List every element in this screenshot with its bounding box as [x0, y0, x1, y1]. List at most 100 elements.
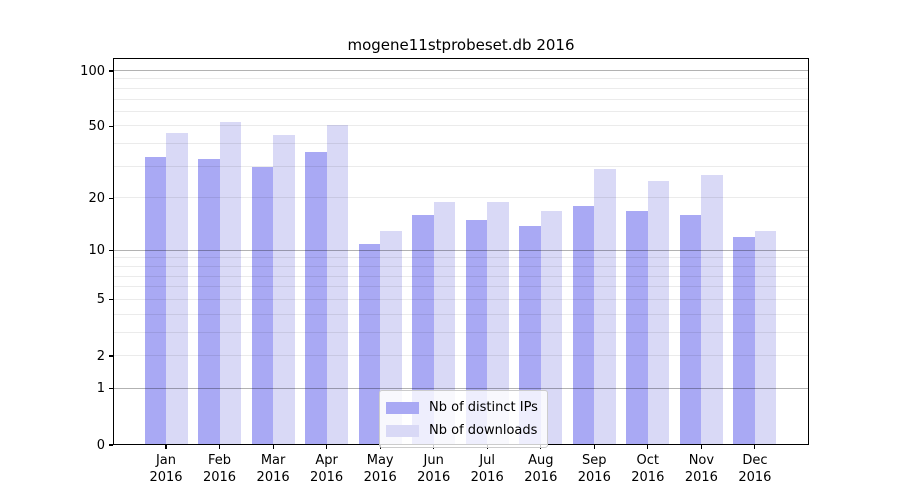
x-tick-year: 2016 [577, 470, 611, 485]
bar-ips-oct [626, 210, 648, 445]
y-tick-mark [109, 299, 113, 301]
x-tick-month: Nov [688, 453, 715, 468]
y-tick-label: 50 [88, 118, 105, 134]
minor-gridline [113, 125, 809, 127]
x-tick-month: Oct [636, 453, 660, 468]
x-tick-month: Jan [155, 453, 177, 468]
bar-ips-may [358, 243, 381, 445]
minor-gridline [113, 98, 809, 100]
x-tick-year: 2016 [684, 470, 718, 485]
y-tick-label: 2 [96, 348, 105, 364]
x-tick-mark [647, 445, 649, 449]
minor-gridline [113, 355, 809, 356]
bar-ips-feb [198, 159, 220, 445]
y-tick-mark [109, 70, 113, 72]
bar-downloads-aug [540, 210, 563, 445]
x-tick-month: May [366, 453, 394, 468]
bar-ips-jun [412, 215, 434, 445]
x-tick-mark [165, 445, 167, 449]
x-tick-mark [326, 445, 328, 449]
x-tick-label-may: May 2016 [350, 452, 410, 486]
x-tick-mark [700, 445, 702, 449]
bar-downloads-feb [219, 121, 242, 445]
legend-label-downloads: Nb of downloads [429, 423, 538, 438]
minor-gridline [113, 257, 809, 259]
minor-gridline [113, 313, 809, 315]
minor-gridline [113, 298, 809, 300]
x-tick-month: Apr [315, 453, 338, 468]
grid-layer [113, 58, 809, 445]
x-tick-label-sep: Sep 2016 [564, 452, 624, 486]
bar-downloads-dec [754, 231, 777, 445]
minor-gridline [113, 143, 809, 145]
x-tick-mark [593, 445, 595, 449]
x-tick-month: Sep [582, 453, 607, 468]
x-tick-month: Mar [260, 453, 286, 468]
y-tick-label: 20 [88, 190, 105, 206]
y-tick-mark [109, 197, 113, 199]
x-tick-mark [272, 445, 274, 449]
chart-title: mogene11stprobeset.db 2016 [347, 36, 575, 54]
minor-gridline [113, 197, 809, 199]
x-tick-year: 2016 [310, 470, 344, 485]
minor-gridline [113, 275, 809, 277]
y-tick-mark [109, 388, 113, 390]
y-tick-label: 1 [96, 381, 105, 397]
bar-ips-mar [251, 166, 274, 445]
bar-ips-apr [305, 152, 327, 445]
y-tick-label: 0 [96, 437, 105, 453]
bar-downloads-jun [433, 202, 456, 445]
x-tick-label-dec: Dec 2016 [725, 452, 785, 486]
x-tick-year: 2016 [417, 470, 451, 485]
x-tick-label-aug: Aug 2016 [511, 452, 571, 486]
x-tick-year: 2016 [470, 470, 504, 485]
x-tick-label-nov: Nov 2016 [671, 452, 731, 486]
x-tick-year: 2016 [524, 470, 558, 485]
y-tick-mark [109, 250, 113, 252]
x-tick-label-jul: Jul 2016 [457, 452, 517, 486]
x-tick-year: 2016 [363, 470, 397, 485]
bar-ips-jul [465, 220, 488, 445]
bar-downloads-jul [487, 202, 509, 445]
bar-ips-sep [572, 206, 595, 445]
bar-downloads-sep [594, 169, 616, 445]
x-tick-label-jan: Jan 2016 [136, 452, 196, 486]
major-gridline [113, 249, 809, 251]
minor-gridline [113, 331, 809, 333]
x-tick-year: 2016 [738, 470, 772, 485]
x-tick-month: Jul [479, 453, 496, 468]
legend-label-distinct-ips: Nb of distinct IPs [429, 400, 538, 415]
x-tick-label-apr: Apr 2016 [297, 452, 357, 486]
minor-gridline [113, 286, 809, 288]
bar-downloads-jan [166, 133, 188, 445]
x-tick-mark [754, 445, 756, 449]
legend: Nb of distinct IPs Nb of downloads [379, 390, 548, 448]
x-tick-mark [218, 445, 221, 449]
x-tick-year: 2016 [256, 470, 290, 485]
bar-ips-nov [679, 215, 702, 445]
y-tick-label: 5 [96, 292, 105, 308]
y-tick-label: 100 [80, 63, 105, 79]
plot-frame [113, 58, 809, 445]
minor-gridline [113, 265, 809, 267]
legend-item-distinct-ips: Nb of distinct IPs [386, 396, 538, 419]
x-tick-year: 2016 [149, 470, 183, 485]
legend-swatch-downloads-icon [386, 424, 419, 437]
major-gridline [113, 387, 809, 389]
x-tick-month: Dec [742, 453, 768, 468]
legend-swatch-distinct-ips-icon [386, 401, 419, 414]
major-gridline [113, 70, 809, 71]
minor-gridline [113, 78, 809, 80]
bars-layer [113, 58, 809, 445]
y-tick-mark [109, 125, 113, 127]
x-tick-label-oct: Oct 2016 [618, 452, 678, 486]
bar-downloads-mar [273, 134, 295, 445]
x-tick-year: 2016 [631, 470, 665, 485]
minor-gridline [113, 110, 809, 112]
bar-downloads-apr [326, 124, 349, 445]
bar-downloads-nov [701, 175, 723, 445]
y-tick-label: 10 [88, 243, 105, 259]
y-tick-mark [109, 355, 113, 357]
minor-gridline [113, 87, 809, 89]
